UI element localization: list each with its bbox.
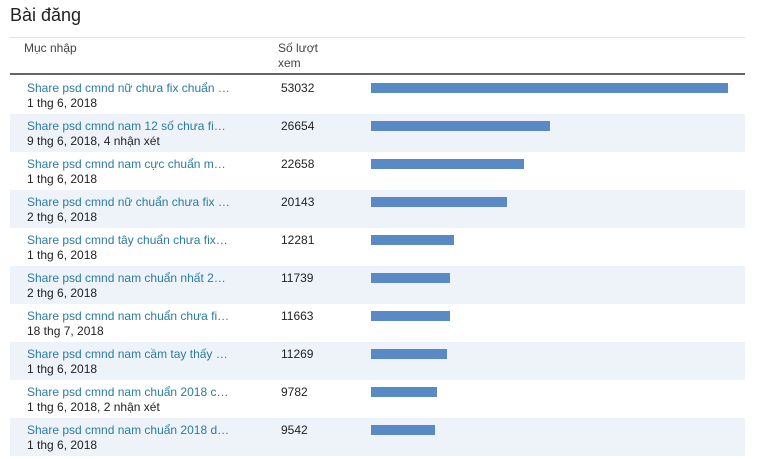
view-bar (371, 273, 451, 283)
post-link[interactable]: Share psd cmnd nam chuẩn 2018 d… (27, 423, 230, 437)
post-meta: 1 thg 6, 2018, 2 nhận xét (27, 400, 160, 414)
post-link[interactable]: Share psd cmnd nam chuẩn nhất 2… (27, 271, 226, 285)
post-meta: 2 thg 6, 2018 (27, 286, 98, 300)
view-count: 9782 (281, 385, 308, 399)
post-meta: 1 thg 6, 2018 (27, 438, 98, 452)
table-row: Share psd cmnd nam chuẩn 2018 d… 1 thg 6,… (10, 418, 745, 456)
view-bar (371, 159, 524, 169)
post-meta: 1 thg 6, 2018 (27, 96, 98, 110)
view-bar (371, 387, 437, 397)
header-rule (10, 73, 745, 75)
post-meta: 1 thg 6, 2018 (27, 362, 98, 376)
post-link[interactable]: Share psd cmnd tây chuẩn chưa fix… (27, 233, 228, 247)
table-row: Share psd cmnd nữ chuẩn chưa fix … 2 thg … (10, 190, 745, 228)
column-header: Số lượt xem (278, 41, 318, 70)
view-bar (371, 235, 454, 245)
post-link[interactable]: Share psd cmnd nữ chuẩn chưa fix … (27, 195, 230, 209)
post-meta: 1 thg 6, 2018 (27, 248, 98, 262)
post-meta: 1 thg 6, 2018 (27, 172, 98, 186)
post-meta: 9 thg 6, 2018, 4 nhận xét (27, 134, 160, 148)
table-row: Share psd cmnd nam chuẩn chưa fi… 18 thg … (10, 304, 745, 342)
post-meta: 18 thg 7, 2018 (27, 324, 104, 338)
view-count: 22658 (281, 157, 315, 171)
post-link[interactable]: Share psd cmnd nam 12 số chưa fi… (27, 119, 226, 133)
table-row: Share psd cmnd nam 12 số chưa fi… 9 thg 6… (10, 114, 745, 152)
view-count: 12281 (281, 233, 315, 247)
table-row: Share psd cmnd nam cầm tay thấy … 1 thg 6… (10, 342, 745, 380)
view-bar (371, 197, 507, 207)
table-row: Share psd cmnd nữ chưa fix chuẩn … 1 thg … (10, 76, 745, 114)
section-title: Bài đăng (10, 5, 82, 25)
view-count: 53032 (281, 81, 315, 95)
view-count: 26654 (281, 119, 315, 133)
post-link[interactable]: Share psd cmnd nam chuẩn chưa fi… (27, 309, 230, 323)
divider (10, 37, 745, 38)
view-count: 20143 (281, 195, 315, 209)
post-link[interactable]: Share psd cmnd nam cầm tay thấy … (27, 347, 228, 361)
post-link[interactable]: Share psd cmnd nữ chưa fix chuẩn … (27, 81, 230, 95)
view-bar (371, 425, 436, 435)
table-row: Share psd cmnd tây chuẩn chưa fix… 1 thg … (10, 228, 745, 266)
view-bar (371, 83, 728, 93)
view-bar (371, 311, 450, 321)
view-count: 11269 (281, 347, 314, 361)
view-count: 11663 (281, 309, 314, 323)
table-row: Share psd cmnd nam cực chuẩn m… 1 thg 6, … (10, 152, 745, 190)
table-row: Share psd cmnd nam chuẩn nhất 2… 2 thg 6,… (10, 266, 745, 304)
view-bar (371, 349, 447, 359)
post-link[interactable]: Share psd cmnd nam chuẩn 2018 c… (27, 385, 229, 399)
view-count: 9542 (281, 423, 308, 437)
column-header: Mục nhập (24, 41, 77, 55)
post-link[interactable]: Share psd cmnd nam cực chuẩn m… (27, 157, 226, 171)
view-count: 11739 (281, 271, 314, 285)
table-row: Share psd cmnd nam chuẩn 2018 c… 1 thg 6,… (10, 380, 745, 418)
view-bar (371, 121, 551, 131)
post-meta: 2 thg 6, 2018 (27, 210, 98, 224)
